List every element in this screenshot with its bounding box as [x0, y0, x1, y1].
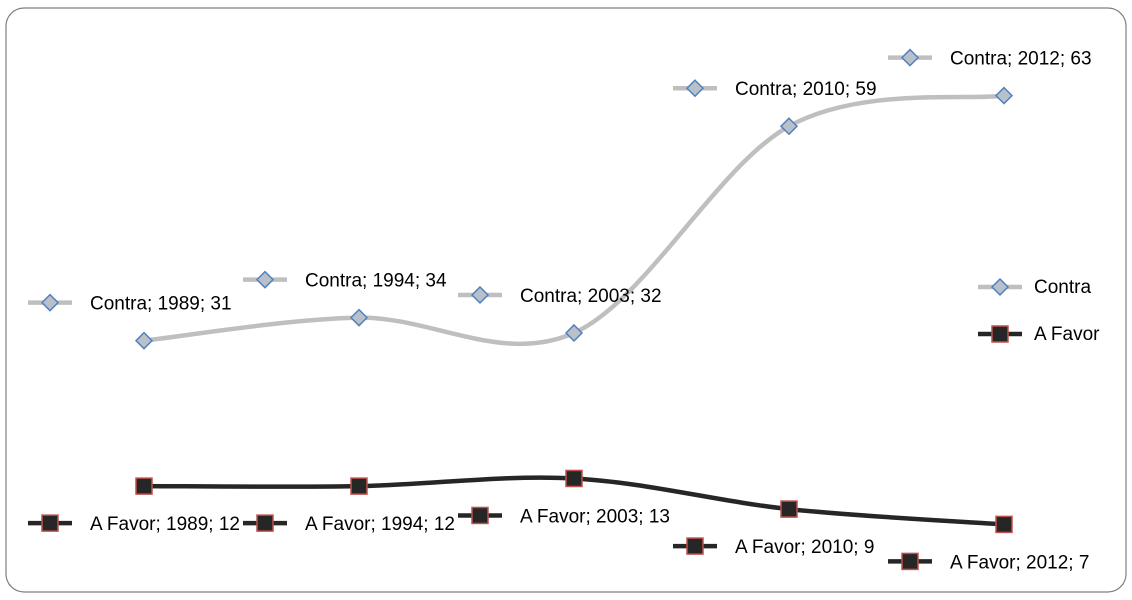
data-label-key-marker: [685, 79, 705, 98]
data-point: [779, 117, 799, 136]
data-label-key-marker: [470, 285, 490, 305]
data-label-key-marker: [256, 514, 274, 532]
data-label: A Favor; 1989; 12: [90, 514, 240, 535]
chart-frame: [5, 7, 1127, 593]
data-label-key-marker: [471, 506, 489, 525]
data-point: [349, 308, 369, 327]
data-label-key-marker: [900, 48, 920, 67]
data-point: [564, 323, 584, 343]
legend-key-marker: [991, 325, 1009, 343]
data-label: Contra; 2012; 63: [950, 49, 1092, 70]
data-point: [135, 477, 153, 495]
data-label-key-marker: [41, 514, 59, 532]
data-point: [134, 331, 154, 350]
data-label: Contra; 1994; 34: [305, 271, 447, 292]
legend-label: A Favor: [1034, 324, 1100, 345]
data-point: [780, 500, 798, 518]
legend-label: Contra: [1034, 277, 1091, 298]
data-label-key-marker: [255, 270, 275, 289]
data-label: Contra; 1989; 31: [90, 294, 232, 315]
data-point: [995, 515, 1013, 534]
data-point: [565, 469, 583, 488]
data-label-key-marker: [686, 537, 704, 555]
data-label: A Favor; 1994; 12: [305, 514, 455, 535]
data-label: A Favor; 2003; 13: [520, 506, 670, 527]
series-line: [141, 93, 1007, 347]
data-label: Contra; 2010; 59: [735, 79, 877, 100]
data-point: [350, 477, 368, 495]
data-label-key-marker: [901, 552, 919, 571]
data-label: A Favor; 2012; 7: [950, 552, 1089, 573]
data-label: Contra; 2003; 32: [520, 286, 662, 307]
legend-key-marker: [990, 277, 1010, 297]
data-label: A Favor; 2010; 9: [735, 537, 874, 558]
data-point: [994, 86, 1014, 105]
data-label-key-marker: [40, 293, 60, 312]
